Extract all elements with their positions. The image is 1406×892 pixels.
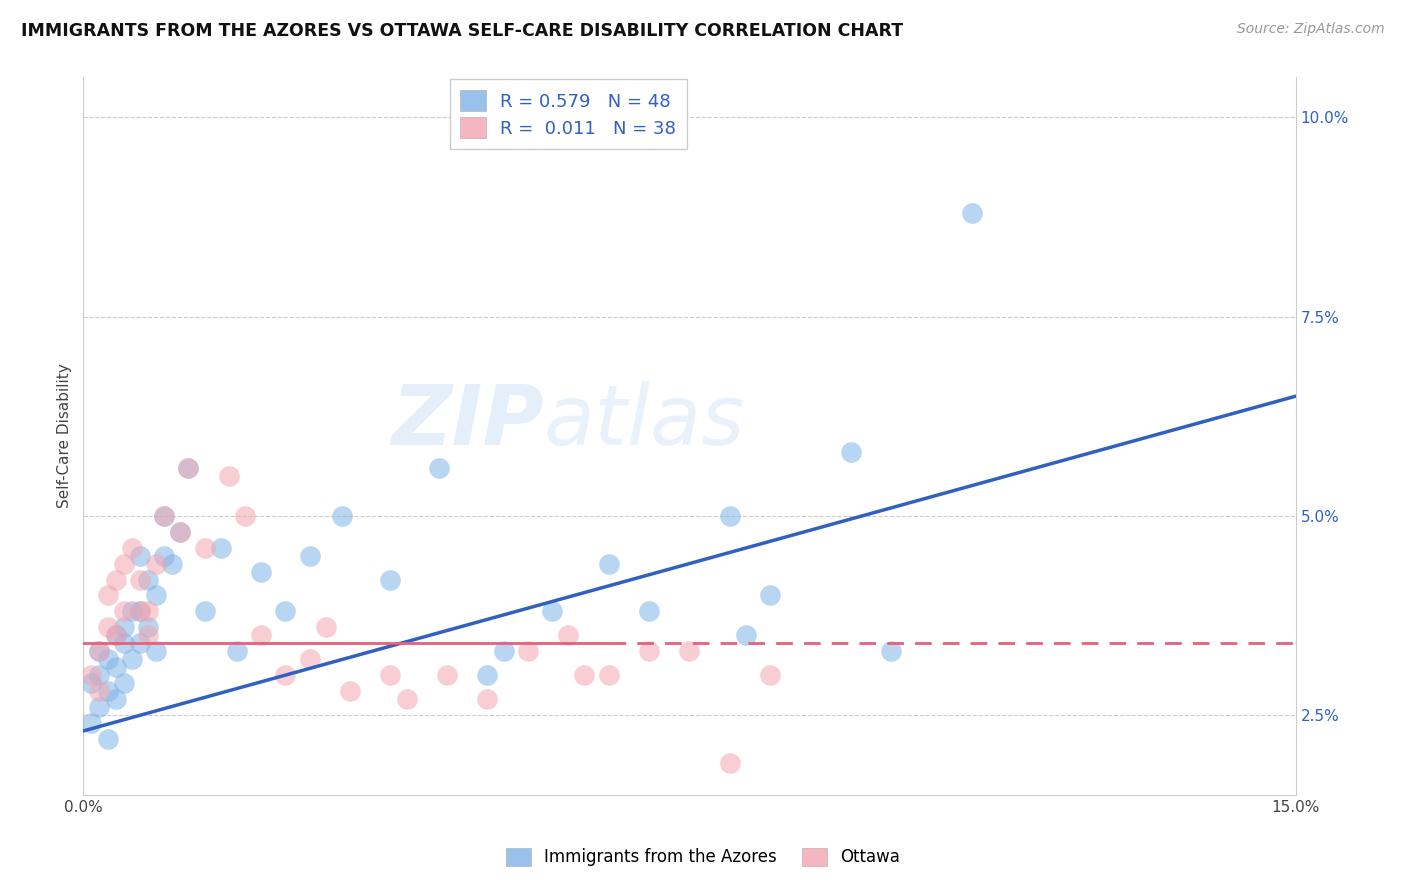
Point — [735, 628, 758, 642]
Point — [718, 756, 741, 770]
Point — [121, 541, 143, 555]
Point — [209, 541, 232, 555]
Point — [557, 628, 579, 642]
Point — [250, 628, 273, 642]
Point — [145, 589, 167, 603]
Point — [839, 445, 862, 459]
Y-axis label: Self-Care Disability: Self-Care Disability — [58, 364, 72, 508]
Point — [541, 604, 564, 618]
Point — [96, 731, 118, 746]
Point — [136, 620, 159, 634]
Point — [112, 557, 135, 571]
Point — [96, 620, 118, 634]
Point — [598, 668, 620, 682]
Point — [225, 644, 247, 658]
Point — [177, 461, 200, 475]
Point — [89, 684, 111, 698]
Point — [427, 461, 450, 475]
Point — [153, 508, 176, 523]
Text: Source: ZipAtlas.com: Source: ZipAtlas.com — [1237, 22, 1385, 37]
Point — [516, 644, 538, 658]
Point — [104, 692, 127, 706]
Point — [274, 668, 297, 682]
Point — [153, 549, 176, 563]
Point — [96, 684, 118, 698]
Point — [638, 604, 661, 618]
Point — [121, 652, 143, 666]
Point — [193, 541, 215, 555]
Point — [153, 508, 176, 523]
Point — [395, 692, 418, 706]
Point — [89, 644, 111, 658]
Point — [298, 652, 321, 666]
Point — [169, 524, 191, 539]
Point — [89, 668, 111, 682]
Point — [678, 644, 700, 658]
Legend: Immigrants from the Azores, Ottawa: Immigrants from the Azores, Ottawa — [498, 839, 908, 875]
Point — [128, 573, 150, 587]
Point — [250, 565, 273, 579]
Text: atlas: atlas — [544, 381, 745, 462]
Point — [330, 508, 353, 523]
Point — [574, 668, 596, 682]
Point — [638, 644, 661, 658]
Point — [89, 700, 111, 714]
Point — [477, 692, 499, 706]
Point — [962, 206, 984, 220]
Point — [759, 668, 782, 682]
Point — [380, 668, 402, 682]
Point — [492, 644, 515, 658]
Point — [136, 573, 159, 587]
Text: IMMIGRANTS FROM THE AZORES VS OTTAWA SELF-CARE DISABILITY CORRELATION CHART: IMMIGRANTS FROM THE AZORES VS OTTAWA SEL… — [21, 22, 903, 40]
Point — [177, 461, 200, 475]
Point — [233, 508, 256, 523]
Point — [274, 604, 297, 618]
Point — [128, 636, 150, 650]
Point — [128, 549, 150, 563]
Point — [104, 573, 127, 587]
Point — [136, 604, 159, 618]
Point — [436, 668, 458, 682]
Point — [112, 604, 135, 618]
Point — [298, 549, 321, 563]
Point — [718, 508, 741, 523]
Point — [96, 652, 118, 666]
Point — [128, 604, 150, 618]
Point — [193, 604, 215, 618]
Point — [380, 573, 402, 587]
Point — [160, 557, 183, 571]
Point — [169, 524, 191, 539]
Point — [598, 557, 620, 571]
Point — [112, 676, 135, 690]
Point — [136, 628, 159, 642]
Point — [112, 620, 135, 634]
Point — [80, 668, 103, 682]
Point — [145, 557, 167, 571]
Point — [96, 589, 118, 603]
Point — [104, 628, 127, 642]
Point — [80, 716, 103, 731]
Point — [112, 636, 135, 650]
Point — [145, 644, 167, 658]
Point — [128, 604, 150, 618]
Point — [880, 644, 903, 658]
Point — [121, 604, 143, 618]
Point — [80, 676, 103, 690]
Point — [315, 620, 337, 634]
Legend: R = 0.579   N = 48, R =  0.011   N = 38: R = 0.579 N = 48, R = 0.011 N = 38 — [450, 79, 688, 149]
Point — [339, 684, 361, 698]
Text: ZIP: ZIP — [391, 381, 544, 462]
Point — [104, 660, 127, 674]
Point — [104, 628, 127, 642]
Point — [218, 469, 240, 483]
Point — [89, 644, 111, 658]
Point — [477, 668, 499, 682]
Point — [759, 589, 782, 603]
